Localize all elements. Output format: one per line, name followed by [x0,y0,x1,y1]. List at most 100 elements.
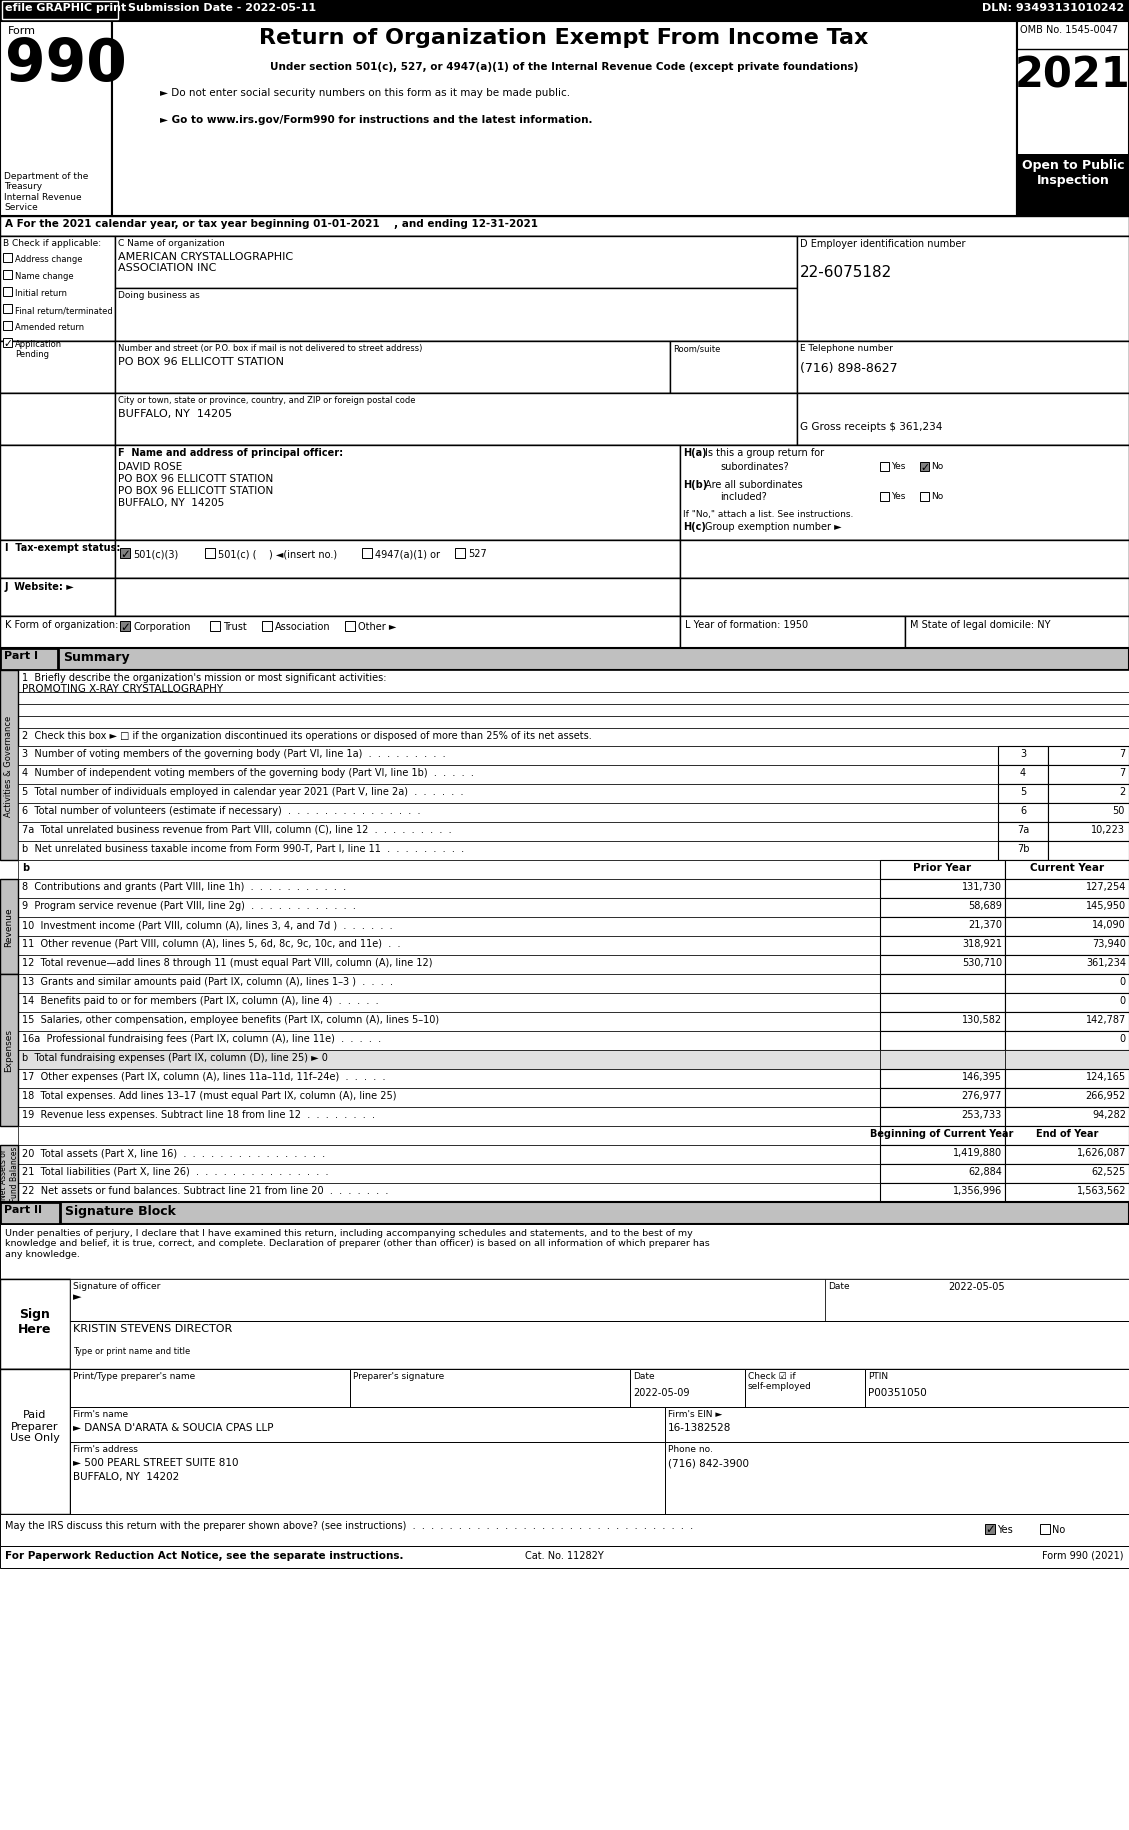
Text: 18  Total expenses. Add lines 13–17 (must equal Part IX, column (A), line 25): 18 Total expenses. Add lines 13–17 (must… [21,1091,396,1100]
Text: 1,626,087: 1,626,087 [1077,1147,1126,1157]
Text: BUFFALO, NY  14205: BUFFALO, NY 14205 [119,408,233,419]
Text: Address change: Address change [15,254,82,264]
Text: 131,730: 131,730 [962,882,1003,891]
Text: Other ►: Other ► [358,622,396,631]
Bar [0,648,58,670]
Text: ✓: ✓ [3,339,12,348]
Text: B Check if applicable:: B Check if applicable: [3,240,102,247]
Bar [18,670,1129,692]
Text: 3: 3 [1019,748,1026,759]
Text: 4947(a)(1) or: 4947(a)(1) or [375,549,440,558]
Text: 127,254: 127,254 [1086,882,1126,891]
Bar [879,937,1005,955]
Bar [879,880,1005,899]
Bar [18,1012,879,1032]
Bar [1048,842,1129,860]
Bar [0,236,1129,342]
Bar [680,617,905,648]
Text: Form 990 (2021): Form 990 (2021) [1042,1550,1124,1561]
Bar [3,287,12,296]
Text: 2022-05-09: 2022-05-09 [633,1387,690,1398]
Bar [18,822,998,842]
Bar [3,306,12,313]
Bar [18,1069,879,1089]
Text: 14,090: 14,090 [1092,919,1126,930]
Text: If "No," attach a list. See instructions.: If "No," attach a list. See instructions… [683,511,854,518]
Text: Yes: Yes [891,461,905,470]
Bar [1005,1164,1129,1184]
Bar [879,1146,1005,1164]
Bar [0,1146,18,1202]
Text: Are all subordinates: Are all subordinates [704,479,803,490]
Text: E Telephone number: E Telephone number [800,344,893,353]
Text: 17  Other expenses (Part IX, column (A), lines 11a–11d, 11f–24e)  .  .  .  .  .: 17 Other expenses (Part IX, column (A), … [21,1071,385,1082]
Text: Yes: Yes [891,492,905,501]
Bar [1005,1107,1129,1127]
Text: Date: Date [633,1371,655,1380]
Text: 7a: 7a [1017,825,1030,834]
Bar [1048,765,1129,785]
Bar [1005,974,1129,994]
Bar [115,578,680,617]
Bar [0,447,1129,540]
Text: ✓: ✓ [986,1523,995,1535]
Bar [0,0,1129,22]
Bar [1005,1032,1129,1050]
Bar [1005,1050,1129,1069]
Text: Prior Year: Prior Year [913,862,971,873]
Text: 19  Revenue less expenses. Subtract line 18 from line 12  .  .  .  .  .  .  .  .: 19 Revenue less expenses. Subtract line … [21,1109,375,1120]
Text: AMERICAN CRYSTALLOGRAPHIC: AMERICAN CRYSTALLOGRAPHIC [119,253,294,262]
Text: 361,234: 361,234 [1086,957,1126,968]
Bar [998,785,1048,803]
Text: BUFFALO, NY  14205: BUFFALO, NY 14205 [119,498,225,507]
Text: Sign
Here: Sign Here [18,1307,52,1336]
Text: 10,223: 10,223 [1091,825,1124,834]
Bar [18,1164,879,1184]
Bar [0,1202,1129,1224]
Bar [0,670,18,860]
Text: Expenses: Expenses [5,1028,14,1072]
Bar [115,236,797,289]
Text: Submission Date - 2022-05-11: Submission Date - 2022-05-11 [128,4,316,13]
Bar [630,1369,745,1407]
Bar [1005,1184,1129,1202]
Text: 124,165: 124,165 [1086,1071,1126,1082]
Bar [18,860,879,880]
Bar [18,785,998,803]
Bar [1048,785,1129,803]
Text: Amended return: Amended return [15,322,85,331]
Text: Open to Public
Inspection: Open to Public Inspection [1022,159,1124,187]
Bar [1005,1069,1129,1089]
Text: Cat. No. 11282Y: Cat. No. 11282Y [525,1550,603,1561]
Bar [920,463,929,472]
Text: 11  Other revenue (Part VIII, column (A), lines 5, 6d, 8c, 9c, 10c, and 11e)  . : 11 Other revenue (Part VIII, column (A),… [21,939,401,948]
Text: 22  Net assets or fund balances. Subtract line 21 from line 20  .  .  .  .  .  .: 22 Net assets or fund balances. Subtract… [21,1186,388,1195]
Text: efile GRAPHIC print: efile GRAPHIC print [5,4,126,13]
Text: DAVID ROSE: DAVID ROSE [119,461,182,472]
Text: ► DANSA D'ARATA & SOUCIA CPAS LLP: ► DANSA D'ARATA & SOUCIA CPAS LLP [73,1422,273,1433]
Text: b  Net unrelated business taxable income from Form 990-T, Part I, line 11  .  . : b Net unrelated business taxable income … [21,844,464,853]
Bar [879,1164,1005,1184]
Bar [0,578,1129,617]
Text: Activities & Governance: Activities & Governance [5,716,14,816]
Text: 2: 2 [1119,787,1124,796]
Bar [18,1089,879,1107]
Text: 62,525: 62,525 [1092,1166,1126,1177]
Bar [1005,917,1129,937]
Text: 0: 0 [1120,977,1126,986]
Text: 253,733: 253,733 [962,1109,1003,1120]
Bar [18,899,879,917]
Text: 7a  Total unrelated business revenue from Part VIII, column (C), line 12  .  .  : 7a Total unrelated business revenue from… [21,825,452,834]
Text: ► Go to www.irs.gov/Form990 for instructions and the latest information.: ► Go to www.irs.gov/Form990 for instruct… [160,115,593,124]
Bar [120,622,130,631]
Text: 501(c)(3): 501(c)(3) [133,549,178,558]
Bar [18,842,998,860]
Bar [1005,860,1129,880]
Bar [797,236,1129,342]
Text: b: b [21,862,29,873]
Text: Doing business as: Doing business as [119,291,200,300]
Bar [879,1089,1005,1107]
Bar [18,705,1129,717]
Text: 318,921: 318,921 [962,939,1003,948]
Text: 145,950: 145,950 [1086,900,1126,911]
